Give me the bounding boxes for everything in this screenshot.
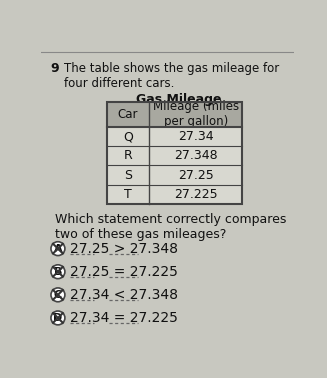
Text: C: C [54, 290, 62, 300]
Text: 27.225: 27.225 [174, 188, 218, 201]
Bar [107, 102, 242, 204]
Text: The table shows the gas mileage for
four different cars.: The table shows the gas mileage for four… [64, 62, 279, 90]
Text: R: R [124, 149, 132, 163]
Text: 27.34 < 27.348: 27.34 < 27.348 [70, 288, 178, 302]
Bar [149, 185, 242, 204]
Bar [107, 166, 149, 185]
Bar [149, 102, 242, 127]
Text: 27.25: 27.25 [178, 169, 214, 181]
Bar [107, 102, 149, 127]
Bar [107, 185, 149, 204]
Bar [107, 146, 149, 166]
Text: 9: 9 [50, 62, 59, 75]
Bar [149, 166, 242, 185]
Bar [107, 127, 149, 146]
Text: T: T [124, 188, 132, 201]
Text: 27.25 > 27.348: 27.25 > 27.348 [70, 242, 178, 256]
Bar [149, 146, 242, 166]
Circle shape [51, 265, 65, 279]
Circle shape [51, 288, 65, 302]
Text: 27.34: 27.34 [178, 130, 214, 143]
Text: 27.25 = 27.225: 27.25 = 27.225 [70, 265, 178, 279]
Circle shape [51, 311, 65, 325]
Text: Gas Mileage: Gas Mileage [136, 93, 222, 106]
Text: 27.348: 27.348 [174, 149, 218, 163]
Text: Mileage (miles
per gallon): Mileage (miles per gallon) [153, 100, 239, 128]
Bar [149, 127, 242, 146]
Text: Car: Car [118, 108, 138, 121]
Text: S: S [124, 169, 132, 181]
Text: Which statement correctly compares
two of these gas mileages?: Which statement correctly compares two o… [55, 213, 286, 241]
Text: 27.34 = 27.225: 27.34 = 27.225 [70, 311, 178, 325]
Text: B: B [54, 267, 62, 277]
Text: Q: Q [123, 130, 133, 143]
Text: A: A [54, 244, 62, 254]
Text: D: D [53, 313, 62, 323]
Circle shape [51, 242, 65, 256]
